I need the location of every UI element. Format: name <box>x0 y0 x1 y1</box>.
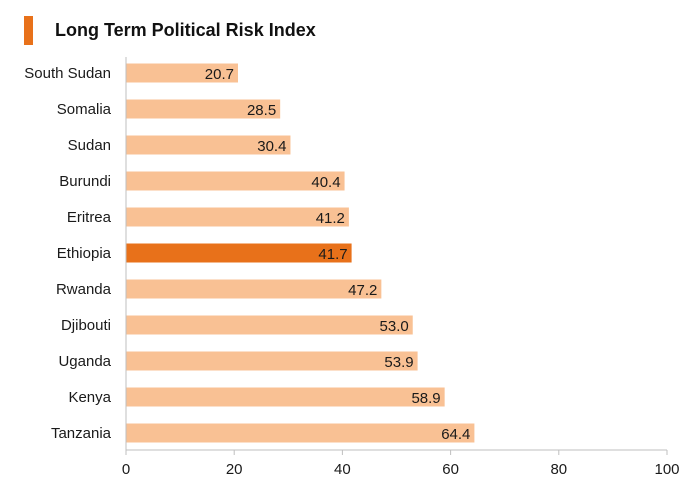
value-label: 64.4 <box>441 426 470 443</box>
bar <box>126 279 382 299</box>
title-accent-bar <box>24 16 33 45</box>
value-label: 20.7 <box>205 66 234 83</box>
bar <box>126 315 413 335</box>
value-label: 47.2 <box>348 282 377 299</box>
category-label: Somalia <box>57 101 112 118</box>
value-label: 30.4 <box>257 138 286 155</box>
category-label: Djibouti <box>61 317 111 334</box>
value-label: 58.9 <box>411 390 440 407</box>
value-label: 53.9 <box>384 354 413 371</box>
bar <box>126 207 349 227</box>
value-label: 41.2 <box>316 210 345 227</box>
x-tick-label: 20 <box>226 461 243 478</box>
bar <box>126 135 291 155</box>
category-label: Uganda <box>58 353 111 370</box>
x-tick-label: 100 <box>654 461 679 478</box>
value-label: 40.4 <box>311 174 340 191</box>
bar <box>126 243 352 263</box>
category-label: Eritrea <box>67 209 112 226</box>
x-tick-label: 60 <box>442 461 459 478</box>
category-label: Sudan <box>68 137 111 154</box>
x-tick-label: 0 <box>122 461 130 478</box>
category-label: Tanzania <box>51 425 112 442</box>
x-tick-label: 80 <box>550 461 567 478</box>
bar <box>126 99 281 119</box>
value-label: 53.0 <box>380 318 409 335</box>
category-label: Ethiopia <box>57 245 112 262</box>
category-label: Burundi <box>59 173 111 190</box>
chart-title: Long Term Political Risk Index <box>55 20 316 40</box>
category-label: Kenya <box>68 389 111 406</box>
bar <box>126 171 345 191</box>
value-label: 28.5 <box>247 102 276 119</box>
bar <box>126 63 238 83</box>
bar <box>126 387 445 407</box>
x-tick-label: 40 <box>334 461 351 478</box>
bar <box>126 423 475 443</box>
category-label: Rwanda <box>56 281 112 298</box>
bar <box>126 351 418 371</box>
value-label: 41.7 <box>318 246 347 263</box>
category-label: South Sudan <box>24 65 111 82</box>
